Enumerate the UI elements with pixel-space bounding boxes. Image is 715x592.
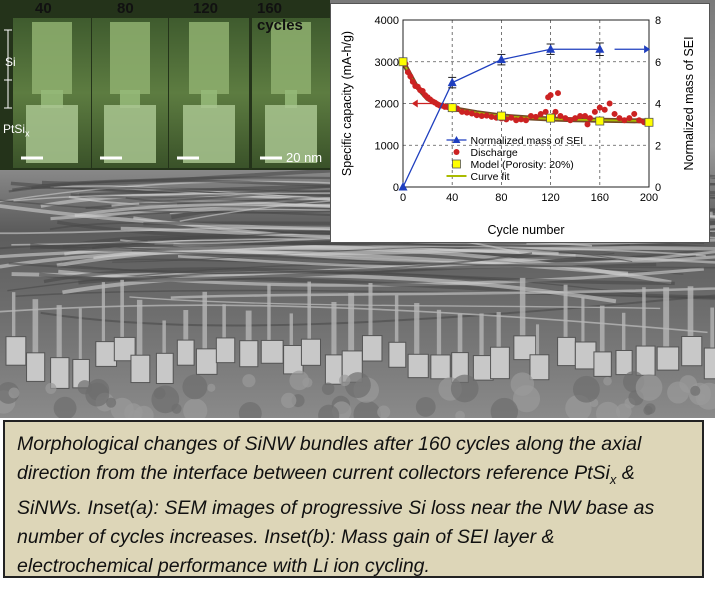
discharge-point	[459, 108, 466, 115]
discharge-point	[527, 113, 534, 120]
model-point	[447, 103, 457, 113]
sei-mass-point	[398, 182, 408, 191]
sei-mass-point	[595, 44, 605, 53]
discharge-point	[557, 113, 564, 120]
discharge-point	[463, 109, 470, 116]
y-right-tick-label: 0	[655, 182, 661, 194]
discharge-point	[626, 115, 633, 122]
x-tick-label: 80	[495, 192, 507, 204]
discharge-point	[586, 115, 593, 122]
model-point	[398, 57, 408, 67]
discharge-point	[567, 117, 574, 124]
y-right-tick-label: 2	[655, 140, 661, 152]
discharge-point	[542, 108, 549, 115]
x-tick-label: 40	[446, 192, 458, 204]
discharge-point	[591, 108, 598, 115]
sei-mass-point	[496, 54, 506, 64]
discharge-point	[532, 113, 539, 120]
model-point	[595, 116, 605, 126]
si-label: Si	[5, 55, 16, 69]
legend-label: Curve fit	[471, 171, 510, 183]
discharge-point	[554, 90, 561, 97]
discharge-point	[611, 110, 618, 117]
discharge-point	[473, 112, 480, 119]
model-point	[546, 113, 556, 123]
x-tick-label: 120	[541, 192, 559, 204]
x-axis-label: Cycle number	[487, 223, 564, 237]
y-left-tick-label: 2000	[375, 99, 399, 111]
y-left-axis-label: Specific capacity (mA-h/g)	[340, 31, 354, 176]
curve-fit-line-shadow	[400, 60, 650, 124]
discharge-point	[606, 100, 613, 107]
caption-text-1: Morphological changes of SiNW bundles af…	[17, 433, 642, 484]
y-right-tick-label: 4	[655, 99, 661, 111]
legend-marker-model	[452, 159, 461, 169]
chart-svg: 0 40 80 120 160 2000100020003000400002468Cycl…	[340, 15, 696, 237]
discharge-point	[523, 117, 529, 124]
panel-label-120: 120	[193, 0, 219, 17]
model-point	[496, 111, 506, 121]
y-left-tick-label: 1000	[375, 140, 399, 152]
discharge-point	[596, 104, 603, 111]
plot-frame	[402, 19, 650, 188]
discharge-point	[478, 113, 485, 120]
legend-label: Normalized mass of SEI	[471, 135, 584, 147]
sei-mass-point	[447, 77, 457, 87]
sei-mass-point	[546, 44, 556, 53]
figure-caption: Morphological changes of SiNW bundles af…	[3, 420, 704, 578]
discharge-point	[513, 117, 520, 124]
y-right-tick-label: 8	[655, 15, 661, 27]
discharge-point	[537, 110, 544, 117]
inset-b-chart: 0 40 80 120 160 200 0 1000 2000 3000 4000 0 2 4 6 8 Cycl…	[330, 3, 710, 243]
y-right-axis-label: Normalized mass of SEI	[682, 36, 696, 170]
x-tick-label: 0	[400, 192, 406, 204]
panel-label-40: 40	[35, 0, 52, 17]
legend-marker-discharge	[453, 149, 460, 155]
discharge-point	[483, 112, 490, 119]
discharge-point	[577, 113, 584, 120]
discharge-point	[572, 115, 579, 122]
right-axis-arrowhead	[644, 45, 651, 54]
left-axis-arrowhead	[411, 99, 418, 108]
discharge-point	[552, 108, 559, 115]
discharge-point	[584, 121, 591, 128]
discharge-point	[407, 73, 414, 80]
inset-a-sem-panels	[0, 0, 330, 170]
legend-marker-sei	[452, 136, 461, 143]
caption-text-2: & SiNWs. Inset(a): SEM images of progres…	[17, 462, 655, 577]
discharge-point	[631, 110, 638, 117]
x-tick-label: 200	[640, 192, 658, 204]
y-left-tick-label: 4000	[375, 15, 399, 27]
discharge-point	[636, 117, 643, 124]
y-left-tick-label: 3000	[375, 57, 399, 69]
model-point	[644, 117, 654, 127]
panel-label-160: 160 cycles	[257, 0, 303, 34]
ptsix-label: PtSix	[3, 122, 30, 139]
legend-label: Discharge	[471, 147, 518, 159]
caption-subscript: x	[609, 471, 617, 487]
discharge-point	[621, 117, 628, 124]
discharge-point	[518, 116, 525, 123]
curve-fit-line	[402, 61, 650, 122]
discharge-point	[601, 106, 608, 113]
discharge-point	[468, 110, 475, 117]
discharge-point	[547, 92, 554, 99]
discharge-point	[582, 113, 589, 120]
discharge-point	[562, 115, 569, 122]
x-tick-label: 160	[591, 192, 609, 204]
legend-label: Model (Porosity: 20%)	[471, 159, 574, 171]
scale-bar-label: 20 nm	[286, 150, 323, 165]
discharge-point	[508, 114, 515, 121]
discharge-point	[616, 115, 623, 122]
discharge-point	[488, 113, 495, 120]
inset-a-labels: 40 80 120 160 cycles Si PtSix 20 nm	[0, 0, 330, 170]
y-left-tick-label: 0	[393, 182, 399, 194]
y-right-tick-label: 6	[655, 57, 661, 69]
panel-label-80: 80	[117, 0, 134, 17]
